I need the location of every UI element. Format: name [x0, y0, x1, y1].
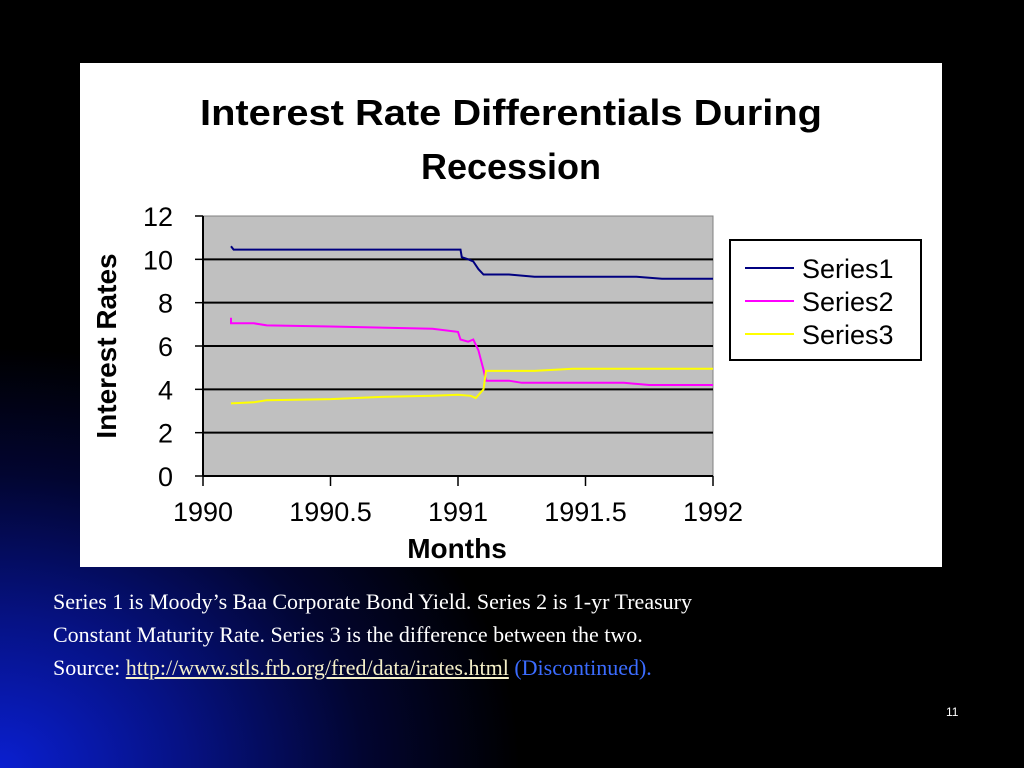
caption-source: Source: http://www.stls.frb.org/fred/dat…	[53, 651, 953, 684]
x-tick-label: 1991.5	[544, 497, 627, 527]
x-tick-label: 1992	[683, 497, 743, 527]
y-tick-label: 0	[158, 462, 173, 492]
source-label: Source:	[53, 655, 126, 680]
y-tick-label: 2	[158, 419, 173, 449]
y-tick-label: 12	[143, 202, 173, 232]
y-tick-label: 10	[143, 245, 173, 275]
caption-line-2: Constant Maturity Rate. Series 3 is the …	[53, 622, 643, 647]
y-tick-label: 4	[158, 375, 173, 405]
y-tick-label: 6	[158, 332, 173, 362]
series-line-1	[230, 245, 713, 280]
legend-label-3: Series3	[802, 320, 894, 350]
chart-svg: Interest Rate Differentials During Recess…	[91, 92, 922, 564]
x-tick-label: 1990	[173, 497, 233, 527]
series-line-2	[230, 317, 713, 386]
legend-label-2: Series2	[802, 287, 894, 317]
chart: Interest Rate Differentials During Recess…	[80, 63, 942, 567]
source-link[interactable]: http://www.stls.frb.org/fred/data/irates…	[125, 655, 509, 680]
x-axis-label: Months	[407, 533, 507, 564]
series-line-3	[230, 367, 713, 405]
y-axis-label: Interest Rates	[91, 253, 122, 438]
discontinued-note: (Discontinued).	[508, 655, 652, 680]
x-tick-label: 1990.5	[289, 497, 372, 527]
caption: Series 1 is Moody’s Baa Corporate Bond Y…	[53, 585, 953, 684]
legend-label-1: Series1	[802, 254, 894, 284]
caption-line-1: Series 1 is Moody’s Baa Corporate Bond Y…	[53, 589, 692, 614]
x-tick-label: 1991	[428, 497, 488, 527]
chart-title-line-1: Interest Rate Differentials During	[200, 92, 822, 133]
chart-title-line-2: Recession	[421, 146, 601, 187]
y-tick-label: 8	[158, 289, 173, 319]
page-number: 11	[946, 705, 959, 719]
